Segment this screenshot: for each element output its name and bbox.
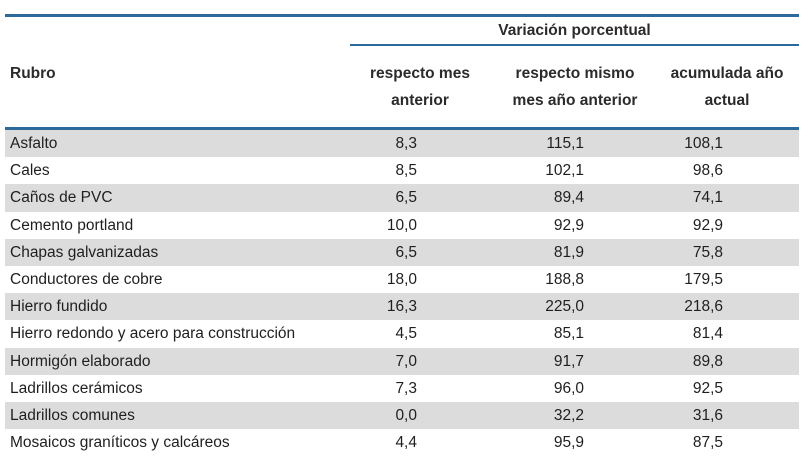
table-row: Hierro redondo y acero para construcción…	[5, 320, 799, 347]
cell-respecto-mismo-mes: 188,8	[545, 270, 584, 288]
header-bottom-rule	[5, 127, 799, 130]
table-row: Conductores de cobre 18,0 188,8 179,5	[5, 266, 799, 293]
cell-respecto-mes-anterior: 7,3	[395, 379, 417, 397]
cell-acumulada: 31,6	[692, 406, 723, 424]
cell-acumulada: 108,1	[684, 135, 723, 152]
row-name: Hormigón elaborado	[10, 352, 151, 370]
cell-acumulada: 218,6	[684, 298, 723, 316]
table-row: Mosaicos graníticos y calcáreos 4,4 95,9…	[5, 429, 799, 456]
cell-acumulada: 74,1	[692, 189, 723, 207]
row-name: Hierro redondo y acero para construcción	[10, 325, 296, 343]
column-header-acumulada: acumulada año actual	[655, 60, 799, 114]
cell-respecto-mes-anterior: 18,0	[386, 270, 417, 288]
cell-acumulada: 87,5	[692, 434, 723, 452]
table-body: Asfalto 8,3 115,1 108,1 Cales 8,5 102,1 …	[5, 130, 799, 456]
cell-respecto-mes-anterior: 8,3	[395, 135, 417, 152]
table-row: Hormigón elaborado 7,0 91,7 89,8	[5, 347, 799, 375]
table-row: Caños de PVC 6,5 89,4 74,1	[5, 184, 799, 212]
cell-acumulada: 92,9	[692, 216, 723, 234]
cell-respecto-mismo-mes: 95,9	[553, 434, 584, 452]
row-name: Chapas galvanizadas	[10, 243, 159, 261]
column-header-line: actual	[704, 92, 750, 109]
cell-respecto-mes-anterior: 7,0	[395, 352, 417, 370]
table-row: Ladrillos comunes 0,0 32,2 31,6	[5, 401, 799, 430]
cell-respecto-mes-anterior: 6,5	[395, 243, 417, 261]
group-title-rule	[350, 44, 799, 46]
column-header-line: respecto mismo	[515, 65, 635, 82]
table-row: Cales 8,5 102,1 98,6	[5, 157, 799, 184]
cell-respecto-mismo-mes: 92,9	[553, 216, 584, 234]
cell-respecto-mes-anterior: 6,5	[395, 189, 417, 207]
column-header-line: mes año anterior	[512, 92, 638, 109]
group-title: Variación porcentual	[498, 22, 651, 39]
cell-respecto-mes-anterior: 8,5	[395, 162, 417, 180]
cell-respecto-mismo-mes: 225,0	[545, 298, 584, 316]
column-header-rubro: Rubro	[10, 65, 56, 82]
table-row: Asfalto 8,3 115,1 108,1	[5, 130, 799, 158]
row-name: Ladrillos comunes	[10, 406, 135, 424]
table-row: Cemento portland 10,0 92,9 92,9	[5, 212, 799, 239]
cell-acumulada: 179,5	[684, 270, 723, 288]
column-header-line: respecto mes	[370, 65, 470, 82]
cell-respecto-mismo-mes: 81,9	[553, 243, 584, 261]
column-header-line: acumulada año	[670, 65, 784, 82]
cell-acumulada: 98,6	[692, 162, 723, 180]
cell-respecto-mismo-mes: 96,0	[553, 379, 584, 397]
row-name: Hierro fundido	[10, 298, 108, 316]
row-name: Conductores de cobre	[10, 270, 163, 288]
table-row: Hierro fundido 16,3 225,0 218,6	[5, 293, 799, 321]
row-name: Asfalto	[10, 135, 58, 152]
cell-acumulada: 89,8	[692, 352, 723, 370]
cell-respecto-mes-anterior: 4,5	[395, 325, 417, 343]
cell-acumulada: 92,5	[692, 379, 723, 397]
cell-respecto-mismo-mes: 102,1	[545, 162, 584, 180]
column-header-respecto-mes-anterior: respecto mes anterior	[355, 60, 485, 114]
cell-respecto-mismo-mes: 89,4	[553, 189, 584, 207]
cell-respecto-mismo-mes: 85,1	[553, 325, 584, 343]
row-name: Cales	[10, 162, 50, 180]
column-header-line: anterior	[391, 92, 449, 109]
row-name: Cemento portland	[10, 216, 134, 234]
cell-respecto-mismo-mes: 115,1	[546, 135, 584, 152]
cell-respecto-mes-anterior: 0,0	[395, 406, 417, 424]
cell-respecto-mes-anterior: 4,4	[395, 434, 417, 452]
cell-acumulada: 81,4	[692, 325, 723, 343]
table-row: Chapas galvanizadas 6,5 81,9 75,8	[5, 238, 799, 266]
cell-respecto-mismo-mes: 32,2	[553, 406, 584, 424]
cell-respecto-mes-anterior: 16,3	[386, 298, 417, 316]
row-name: Mosaicos graníticos y calcáreos	[10, 434, 230, 452]
table-row: Ladrillos cerámicos 7,3 96,0 92,5	[5, 375, 799, 402]
cell-acumulada: 75,8	[692, 243, 723, 261]
column-header-respecto-mismo-mes: respecto mismo mes año anterior	[495, 60, 655, 114]
table-top-rule	[5, 14, 799, 17]
row-name: Caños de PVC	[10, 189, 113, 207]
cell-respecto-mes-anterior: 10,0	[386, 216, 417, 234]
row-name: Ladrillos cerámicos	[10, 379, 143, 397]
cell-respecto-mismo-mes: 91,7	[553, 352, 584, 370]
